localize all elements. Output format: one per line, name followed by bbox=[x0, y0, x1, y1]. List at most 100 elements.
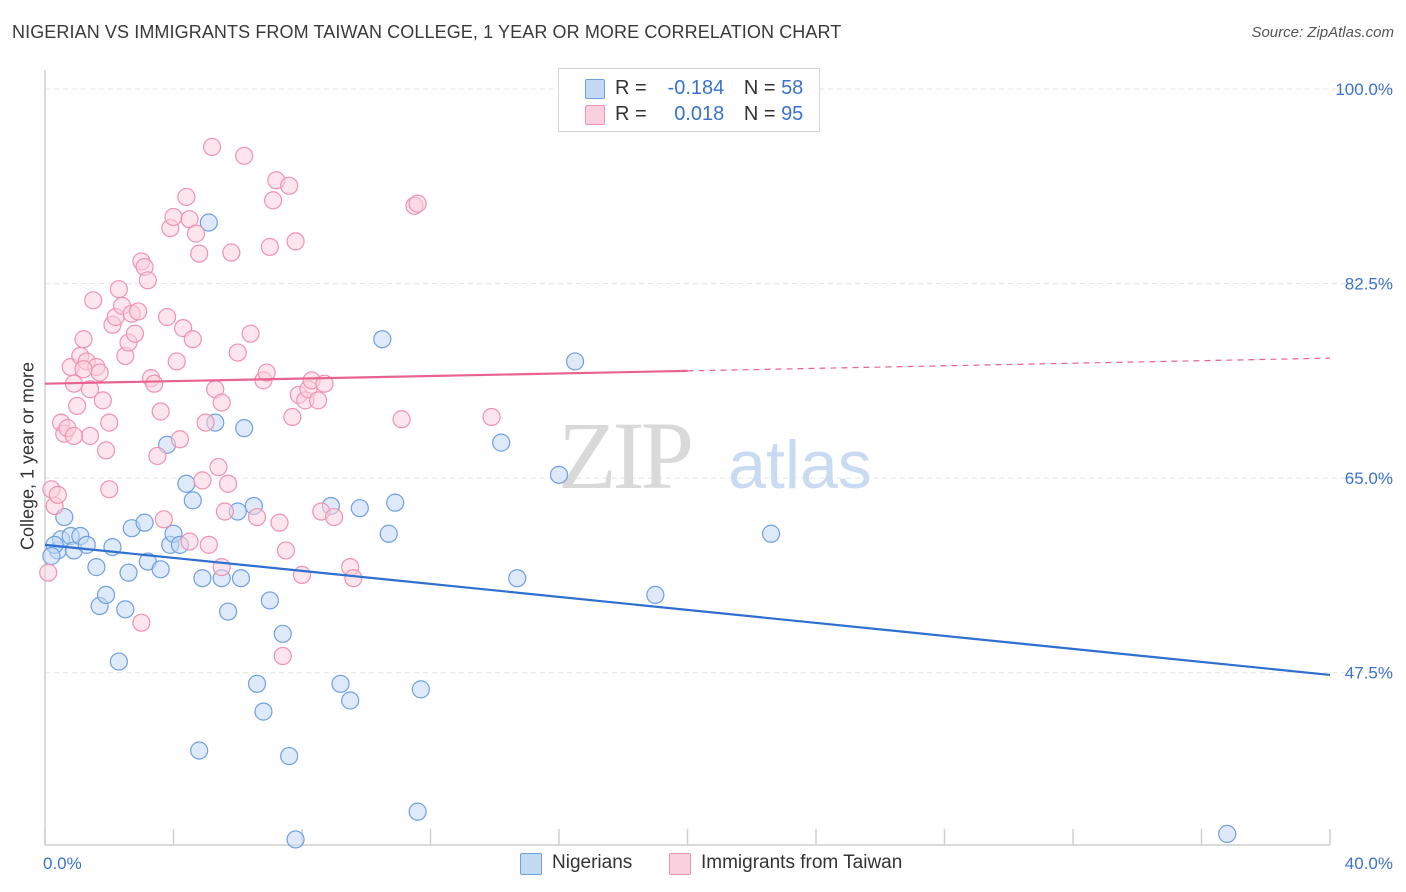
nigerian-point bbox=[219, 602, 238, 621]
n-label: N = bbox=[743, 103, 776, 125]
n-value: 95 bbox=[781, 103, 804, 125]
nigerian-point bbox=[254, 702, 273, 721]
nigerian-trend-line bbox=[44, 543, 1331, 677]
taiwan-point bbox=[64, 426, 84, 446]
nigerian-point bbox=[350, 499, 369, 518]
taiwan-point bbox=[276, 541, 296, 560]
taiwan-point bbox=[292, 565, 312, 584]
nigerian-point bbox=[77, 535, 96, 554]
taiwan-point bbox=[482, 407, 501, 427]
taiwan-point bbox=[219, 474, 238, 493]
taiwan-point bbox=[308, 391, 328, 410]
taiwan-point bbox=[74, 360, 93, 379]
taiwan-point bbox=[148, 446, 167, 466]
taiwan-trend-line bbox=[44, 369, 688, 385]
taiwan-point bbox=[212, 393, 231, 412]
taiwan-point bbox=[74, 330, 93, 349]
chart-title: NIGERIAN VS IMMIGRANTS FROM TAIWAN COLLE… bbox=[12, 22, 842, 42]
nigerian-point bbox=[96, 585, 116, 604]
nigerian-point bbox=[247, 674, 267, 693]
taiwan-point bbox=[80, 426, 100, 446]
nigerian-point bbox=[231, 569, 251, 588]
x-tick-label: 40.0% bbox=[1345, 854, 1393, 873]
nigerian-point bbox=[177, 474, 196, 493]
taiwan-point bbox=[270, 513, 289, 532]
y-tick-label: 100.0% bbox=[1335, 80, 1393, 99]
taiwan-point bbox=[90, 363, 109, 382]
nigerian-point bbox=[408, 802, 427, 821]
nigerian-point bbox=[135, 513, 154, 532]
taiwan-point bbox=[170, 430, 190, 449]
axes bbox=[44, 70, 1331, 846]
taiwan-point bbox=[129, 302, 148, 321]
taiwan-point bbox=[84, 291, 103, 310]
nigerian-point bbox=[492, 433, 511, 452]
nigerian-point bbox=[151, 560, 170, 579]
nigerian-point bbox=[411, 680, 430, 699]
nigerian-point bbox=[646, 585, 665, 604]
taiwan-point bbox=[48, 485, 67, 504]
taiwan-point bbox=[100, 480, 119, 499]
r-label: R = bbox=[615, 77, 647, 99]
nigerian-point bbox=[565, 352, 585, 371]
taiwan-point bbox=[222, 243, 241, 262]
taiwan-point bbox=[257, 363, 276, 382]
n-label: N = bbox=[743, 77, 776, 99]
taiwan-point bbox=[39, 563, 58, 582]
y-tick-label: 47.5% bbox=[1345, 664, 1393, 683]
nigerian-point bbox=[341, 691, 360, 710]
r-value: -0.184 bbox=[667, 77, 725, 99]
y-axis-title: College, 1 year or more bbox=[17, 361, 38, 551]
nigerian-point bbox=[373, 330, 392, 349]
source-label: Source: ZipAtlas.com bbox=[1251, 24, 1394, 41]
taiwan-point bbox=[186, 224, 206, 243]
watermark: ZIP atlas bbox=[558, 402, 872, 509]
nigerian-point bbox=[119, 563, 138, 582]
nigerian-point bbox=[386, 493, 405, 512]
watermark-zip: ZIP bbox=[558, 402, 691, 509]
nigerians-swatch bbox=[585, 79, 605, 99]
nigerian-point bbox=[190, 741, 209, 760]
taiwan-point bbox=[164, 207, 183, 227]
nigerian-point bbox=[286, 830, 305, 849]
tick-labels: 47.5% 65.0% 82.5% 100.0% 0.0% 40.0% bbox=[43, 80, 1393, 873]
taiwan-point bbox=[344, 569, 363, 588]
taiwan-point bbox=[202, 137, 222, 157]
taiwan-point bbox=[151, 402, 170, 421]
y-tick-label: 82.5% bbox=[1345, 275, 1393, 294]
y-tick-label: 65.0% bbox=[1345, 469, 1393, 488]
n-value: 58 bbox=[781, 77, 804, 99]
taiwan-trend-line-extension bbox=[687, 357, 1331, 372]
taiwan-point bbox=[241, 324, 260, 343]
nigerian-point bbox=[235, 419, 254, 438]
nigerian-point bbox=[761, 524, 781, 543]
taiwan-point bbox=[247, 507, 267, 527]
taiwan-point bbox=[235, 146, 254, 165]
legend-label: Nigerians bbox=[552, 852, 633, 873]
taiwan-point bbox=[280, 176, 299, 195]
nigerian-point bbox=[87, 558, 106, 577]
stats-legend: R = -0.184 N = 58 R = 0.018 N = 95 bbox=[558, 68, 820, 132]
taiwan-point bbox=[215, 502, 234, 521]
x-tick-label: 0.0% bbox=[43, 854, 82, 873]
nigerian-point bbox=[331, 674, 350, 693]
taiwan-point bbox=[177, 187, 196, 207]
taiwan-point bbox=[180, 532, 199, 551]
nigerian-point bbox=[549, 465, 569, 484]
taiwan-point bbox=[138, 271, 157, 290]
r-label: R = bbox=[615, 103, 647, 125]
taiwan-point bbox=[167, 352, 186, 371]
taiwan-point bbox=[392, 410, 411, 429]
watermark-atlas: atlas bbox=[728, 427, 872, 503]
taiwan-point bbox=[408, 194, 427, 213]
nigerian-point bbox=[116, 600, 135, 619]
grid-lines bbox=[45, 88, 1392, 674]
nigerian-point bbox=[183, 491, 202, 510]
taiwan-point bbox=[125, 324, 145, 343]
taiwan-point bbox=[100, 413, 119, 432]
legend-label: Immigrants from Taiwan bbox=[701, 852, 903, 873]
taiwan-point bbox=[286, 232, 305, 251]
data-points bbox=[39, 137, 1237, 849]
taiwan-point bbox=[109, 280, 128, 299]
